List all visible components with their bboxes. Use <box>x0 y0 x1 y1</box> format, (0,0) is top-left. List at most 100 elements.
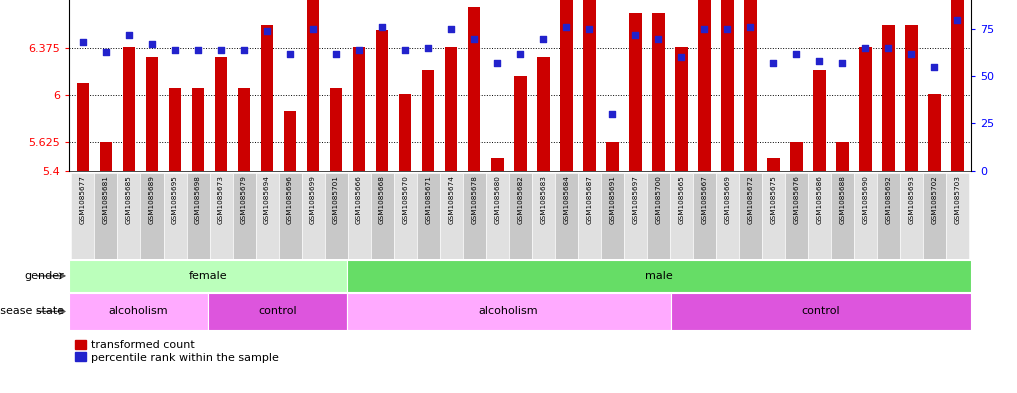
Bar <box>877 173 900 259</box>
Bar <box>738 173 762 259</box>
Point <box>351 47 367 53</box>
Text: GSM1085672: GSM1085672 <box>747 175 754 224</box>
Text: GSM1085683: GSM1085683 <box>540 175 546 224</box>
Bar <box>145 57 159 171</box>
Text: GSM1085670: GSM1085670 <box>402 175 408 224</box>
Bar <box>951 0 964 171</box>
Bar <box>698 0 711 171</box>
Bar <box>946 173 969 259</box>
Text: GSM1085691: GSM1085691 <box>609 175 615 224</box>
Bar <box>670 173 693 259</box>
Point <box>489 60 505 66</box>
Point <box>673 54 690 61</box>
Text: alcoholism: alcoholism <box>479 307 538 316</box>
Bar <box>95 173 118 259</box>
Text: GSM1085701: GSM1085701 <box>334 175 339 224</box>
Text: GSM1085695: GSM1085695 <box>172 175 178 224</box>
Bar <box>164 173 186 259</box>
Bar <box>652 13 664 171</box>
Text: GSM1085690: GSM1085690 <box>862 175 869 224</box>
Text: GSM1085685: GSM1085685 <box>126 175 132 224</box>
Text: GSM1085687: GSM1085687 <box>586 175 592 224</box>
Text: GSM1085677: GSM1085677 <box>80 175 86 224</box>
Text: GSM1085668: GSM1085668 <box>379 175 385 224</box>
Bar <box>623 173 647 259</box>
Bar <box>882 25 895 171</box>
Bar <box>417 173 439 259</box>
Bar <box>560 0 573 171</box>
Text: GSM1085699: GSM1085699 <box>310 175 316 224</box>
Bar <box>905 25 917 171</box>
Bar <box>123 47 135 171</box>
Legend: transformed count, percentile rank within the sample: transformed count, percentile rank withi… <box>74 340 280 363</box>
Bar <box>831 173 854 259</box>
Bar <box>348 173 370 259</box>
Bar <box>721 0 733 171</box>
Bar <box>347 293 670 330</box>
Bar <box>284 112 296 171</box>
Point <box>558 24 575 30</box>
Bar <box>537 57 549 171</box>
Point <box>305 26 321 32</box>
Text: GSM1085697: GSM1085697 <box>633 175 639 224</box>
Bar <box>767 158 780 171</box>
Bar <box>330 88 343 171</box>
Bar <box>790 141 802 171</box>
Point <box>282 50 298 57</box>
Point <box>903 50 919 57</box>
Text: gender: gender <box>24 271 64 281</box>
Bar <box>900 173 922 259</box>
Bar <box>69 293 207 330</box>
Text: GSM1085669: GSM1085669 <box>724 175 730 224</box>
Bar <box>468 7 480 171</box>
Bar <box>807 173 831 259</box>
Text: GSM1085675: GSM1085675 <box>770 175 776 224</box>
Bar <box>207 293 347 330</box>
Point <box>697 26 713 32</box>
Bar <box>370 173 394 259</box>
Point <box>327 50 344 57</box>
Text: GSM1085674: GSM1085674 <box>448 175 455 224</box>
Text: GSM1085678: GSM1085678 <box>471 175 477 224</box>
Bar <box>578 173 601 259</box>
Bar <box>69 260 347 292</box>
Bar <box>675 47 687 171</box>
Point <box>98 49 114 55</box>
Text: alcoholism: alcoholism <box>109 307 169 316</box>
Bar <box>693 173 716 259</box>
Text: GSM1085673: GSM1085673 <box>218 175 224 224</box>
Point <box>812 58 828 64</box>
Bar <box>279 173 302 259</box>
Bar <box>670 293 971 330</box>
Bar <box>140 173 164 259</box>
Point <box>581 26 597 32</box>
Text: GSM1085681: GSM1085681 <box>103 175 109 224</box>
Bar <box>762 173 785 259</box>
Text: male: male <box>645 271 673 281</box>
Point <box>719 26 735 32</box>
Bar <box>508 173 532 259</box>
Bar <box>785 173 807 259</box>
Point <box>926 64 943 70</box>
Bar <box>210 173 233 259</box>
Bar <box>532 173 554 259</box>
Point <box>650 35 666 42</box>
Bar <box>399 94 412 171</box>
Bar <box>376 30 388 171</box>
Text: GSM1085676: GSM1085676 <box>793 175 799 224</box>
Bar <box>260 25 274 171</box>
Bar <box>118 173 140 259</box>
Bar <box>394 173 417 259</box>
Bar <box>76 83 89 171</box>
Text: GSM1085700: GSM1085700 <box>655 175 661 224</box>
Bar <box>422 70 434 171</box>
Point <box>765 60 781 66</box>
Bar <box>100 141 112 171</box>
Bar <box>215 57 228 171</box>
Text: GSM1085702: GSM1085702 <box>932 175 938 224</box>
Bar <box>647 173 670 259</box>
Bar <box>324 173 348 259</box>
Bar <box>601 173 623 259</box>
Bar <box>514 76 527 171</box>
Text: GSM1085688: GSM1085688 <box>839 175 845 224</box>
